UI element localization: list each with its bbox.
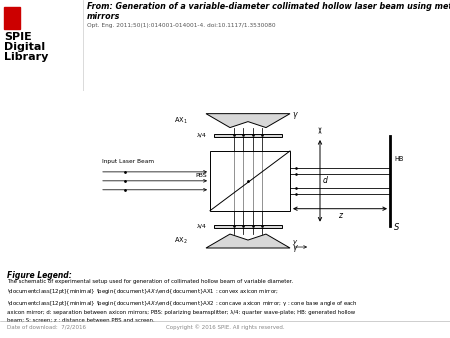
- Text: HB: HB: [394, 156, 403, 162]
- Text: AX$_2$: AX$_2$: [174, 236, 188, 246]
- Polygon shape: [206, 234, 290, 248]
- Text: Figure Legend:: Figure Legend:: [7, 271, 72, 281]
- Text: S: S: [394, 223, 400, 232]
- Text: d: d: [323, 176, 328, 185]
- Text: The schematic of experimental setup used for generation of collimated hollow bea: The schematic of experimental setup used…: [7, 280, 358, 322]
- Bar: [214, 225, 282, 228]
- Bar: [210, 151, 290, 211]
- Text: γ: γ: [292, 110, 297, 119]
- Text: Date of download:  7/2/2016: Date of download: 7/2/2016: [7, 324, 86, 330]
- Bar: [214, 134, 282, 137]
- Text: y: y: [292, 239, 296, 245]
- Polygon shape: [206, 114, 290, 127]
- Text: mirrors: mirrors: [87, 12, 121, 21]
- Text: Digital: Digital: [4, 42, 45, 52]
- Text: AX$_1$: AX$_1$: [174, 116, 188, 126]
- Text: Opt. Eng. 2011;50(1):014001-014001-4. doi:10.1117/1.3530080: Opt. Eng. 2011;50(1):014001-014001-4. do…: [87, 23, 275, 28]
- Bar: [4, 7, 20, 29]
- Text: γ: γ: [292, 242, 297, 251]
- Text: PBS: PBS: [195, 173, 207, 178]
- Text: λ/4: λ/4: [197, 224, 207, 229]
- Text: Copyright © 2016 SPIE. All rights reserved.: Copyright © 2016 SPIE. All rights reserv…: [166, 324, 284, 330]
- Text: λ/4: λ/4: [197, 133, 207, 138]
- Text: Library: Library: [4, 52, 49, 62]
- Text: Input Laser Beam: Input Laser Beam: [102, 159, 154, 164]
- Text: SPIE: SPIE: [4, 32, 32, 42]
- Text: z: z: [338, 211, 342, 220]
- Text: From: Generation of a variable-diameter collimated hollow laser beam using metal: From: Generation of a variable-diameter …: [87, 2, 450, 11]
